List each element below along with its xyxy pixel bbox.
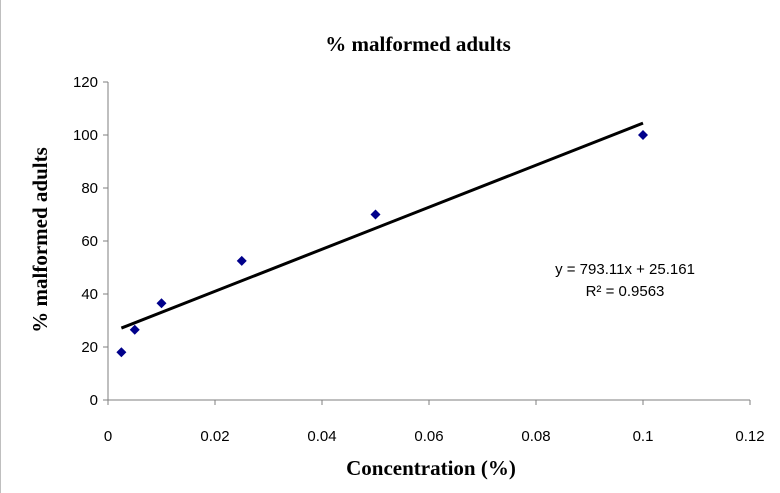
y-tick-label: 120	[73, 74, 98, 91]
data-point	[370, 209, 381, 220]
data-point	[156, 298, 167, 309]
y-tick-label: 80	[81, 180, 98, 197]
x-tick-label: 0.04	[307, 428, 336, 445]
data-points	[116, 130, 648, 358]
y-tick-label: 0	[90, 392, 98, 409]
data-point	[129, 324, 140, 335]
trendline-equation: y = 793.11x + 25.161	[555, 261, 695, 278]
data-point	[236, 255, 247, 266]
y-tick-label: 100	[73, 127, 98, 144]
y-tick-label: 20	[81, 339, 98, 356]
tick-labels: 0 20 40 60 80 100 120 0 0.02 0.04 0.06 0.08 0.1 0.12	[73, 74, 765, 445]
data-point	[638, 130, 648, 140]
y-tick-label: 60	[81, 233, 98, 250]
x-tick-label: 0.08	[521, 428, 550, 445]
x-tick-label: 0.06	[414, 428, 443, 445]
x-tick-label: 0	[104, 428, 112, 445]
data-point	[116, 347, 127, 358]
x-tick-label: 0.1	[633, 428, 654, 445]
trendline	[120, 121, 644, 330]
x-axis-title: Concentration (%)	[346, 456, 516, 480]
trendline-group	[120, 121, 644, 330]
r-squared-label: R² = 0.9563	[586, 283, 665, 300]
y-axis-title: % malformed adults	[28, 147, 52, 333]
x-tick-label: 0.12	[735, 428, 764, 445]
axes	[103, 81, 751, 405]
y-tick-label: 40	[81, 286, 98, 303]
x-tick-label: 0.02	[200, 428, 229, 445]
chart-title: % malformed adults	[325, 32, 511, 56]
